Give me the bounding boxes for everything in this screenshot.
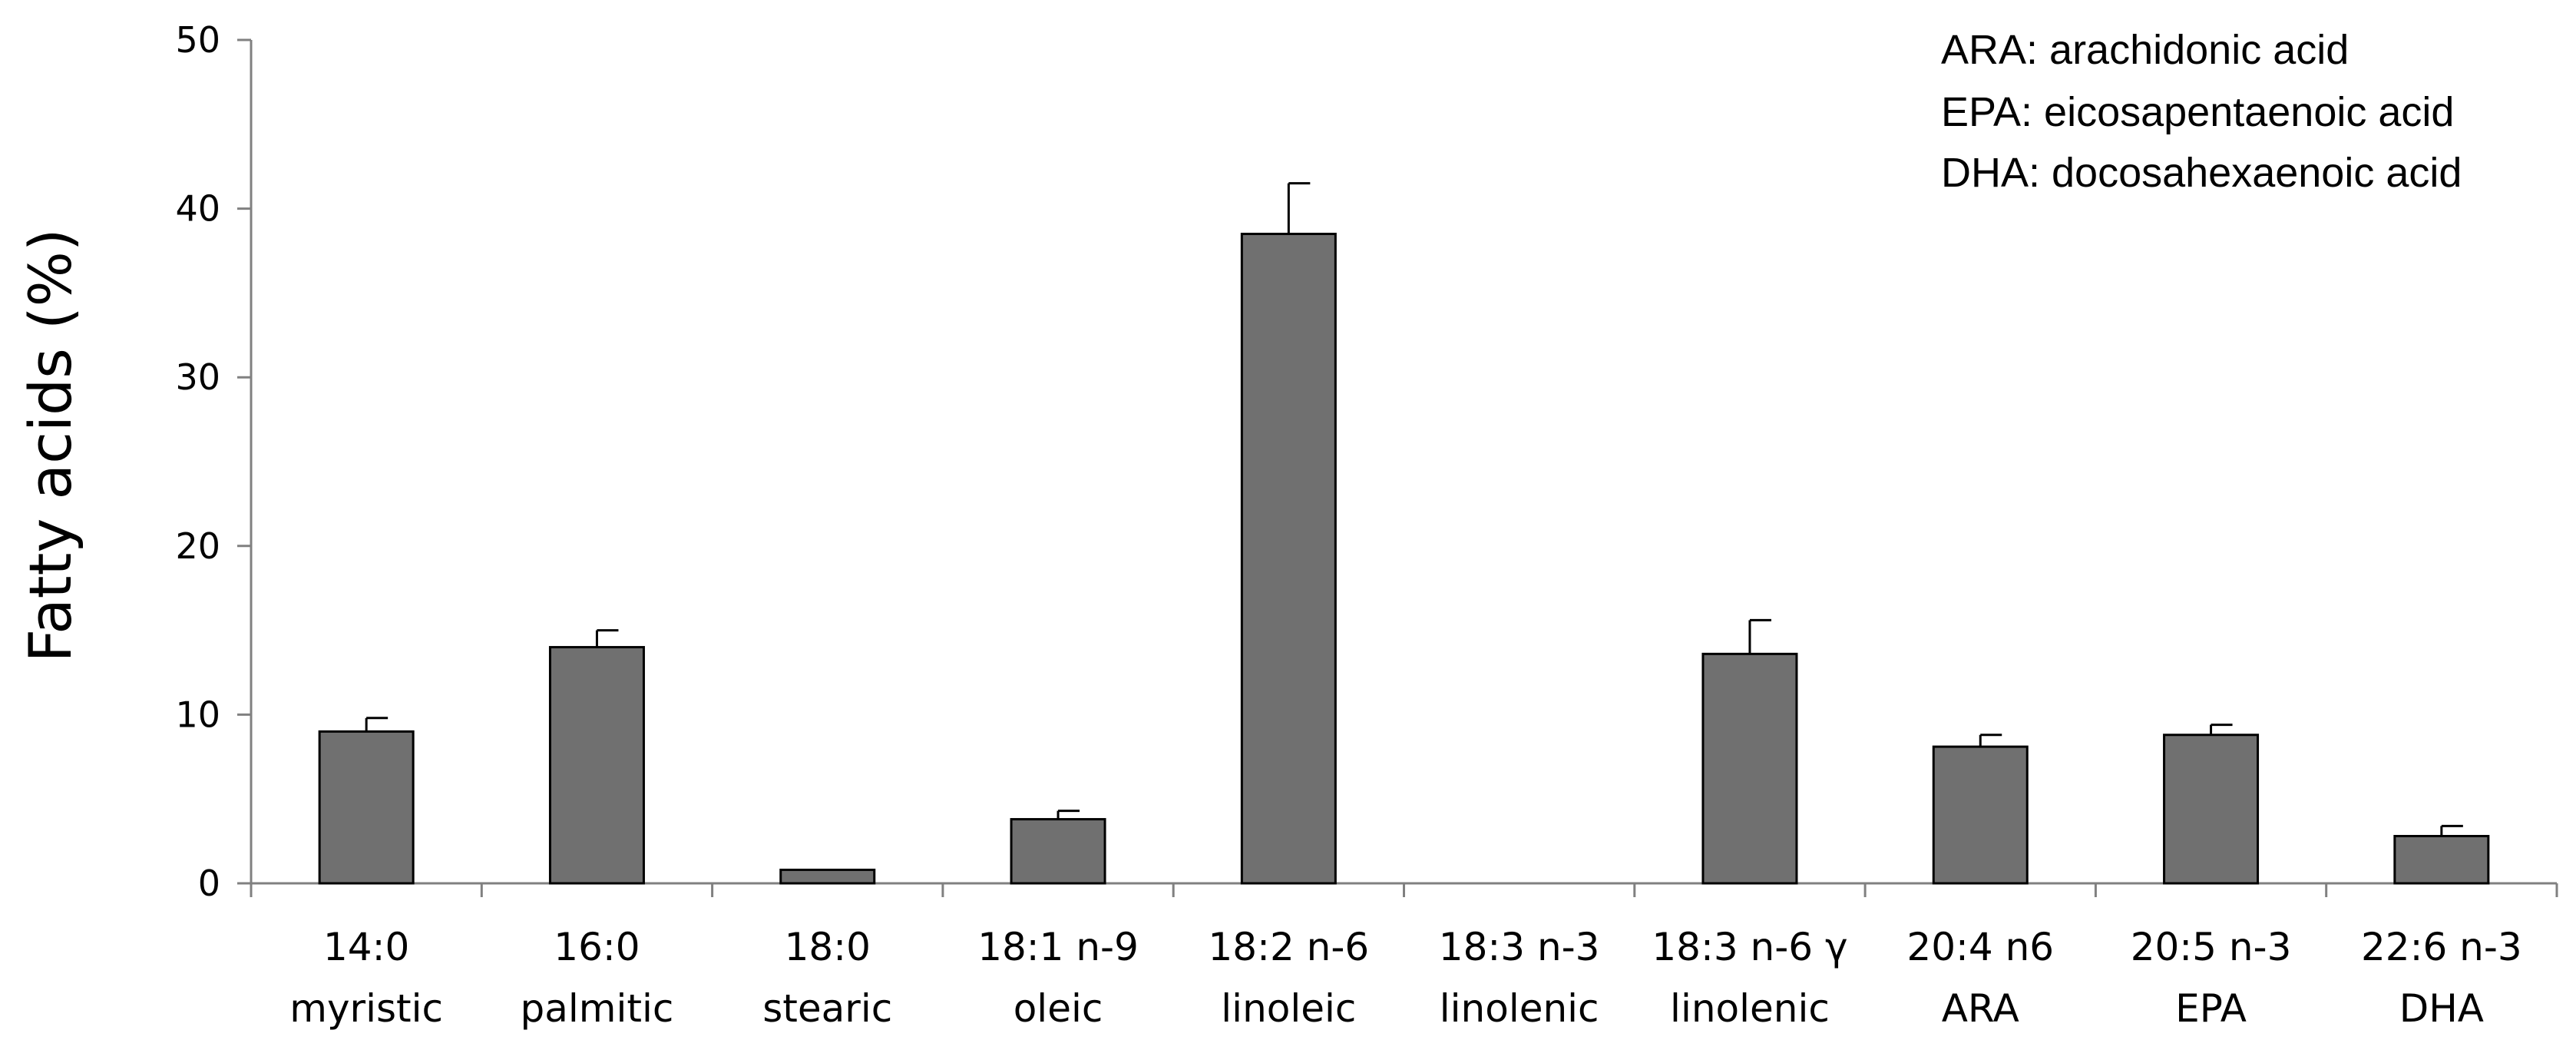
category-label: 18:3 n-3 xyxy=(1439,925,1600,969)
bar xyxy=(2163,734,2260,885)
y-tick-label: 50 xyxy=(175,19,220,61)
bar xyxy=(779,868,876,885)
y-tick-label: 10 xyxy=(175,694,220,735)
category-sublabel: ARA xyxy=(1942,986,2019,1031)
category-sublabel: myristic xyxy=(289,986,443,1031)
annotation-dha: DHA: docosahexaenoic acid xyxy=(1941,150,2462,196)
category-label: 18:1 n-9 xyxy=(977,925,1139,969)
y-tick-label: 30 xyxy=(175,356,220,398)
category-label: 18:2 n-6 xyxy=(1208,925,1369,969)
category-sublabel: DHA xyxy=(2399,986,2484,1031)
category-sublabel: linoleic xyxy=(1221,986,1356,1031)
annotation-epa: EPA: eicosapentaenoic acid xyxy=(1941,89,2454,135)
category-sublabel: stearic xyxy=(762,986,892,1031)
category-sublabel: oleic xyxy=(1014,986,1103,1031)
category-label: 22:6 n-3 xyxy=(2361,925,2522,969)
annotation-ara: ARA: arachidonic acid xyxy=(1941,27,2349,73)
bar xyxy=(2393,835,2490,885)
bar xyxy=(1010,818,1106,885)
category-label: 16:0 xyxy=(554,925,640,969)
legend-notes: ARA: arachidonic acid EPA: eicosapentaen… xyxy=(1941,27,2462,196)
y-tick-label: 20 xyxy=(175,525,220,567)
category-sublabel: linolenic xyxy=(1440,986,1599,1031)
category-label: 20:4 n6 xyxy=(1906,925,2054,969)
category-sublabel: EPA xyxy=(2175,986,2247,1031)
y-tick-label: 0 xyxy=(198,863,220,904)
category-label: 18:0 xyxy=(785,925,871,969)
category-sublabel: linolenic xyxy=(1670,986,1830,1031)
bar xyxy=(318,730,415,885)
bar xyxy=(1701,652,1798,885)
category-label: 20:5 n-3 xyxy=(2131,925,2292,969)
bar xyxy=(1240,233,1337,885)
plot-area: 0 10 20 30 40 50 14:0 myristic 16:0 palmitic 18:0 s… xyxy=(175,19,2558,1031)
category-label: 14:0 xyxy=(323,925,409,969)
y-tick-label: 40 xyxy=(175,188,220,230)
bar xyxy=(1932,745,2029,885)
y-axis-title: Fatty acids (%) xyxy=(16,228,84,662)
bar xyxy=(548,646,645,885)
category-label: 18:3 n-6 γ xyxy=(1652,925,1847,969)
category-sublabel: palmitic xyxy=(521,986,674,1031)
